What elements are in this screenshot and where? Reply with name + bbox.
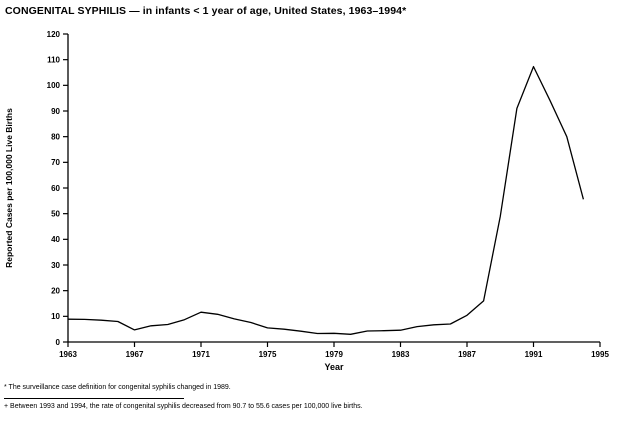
x-tick-label: 1987 xyxy=(458,350,476,359)
line-chart: 0 10 20 30 40 50 60 70 80 90 100 110 120 1963 1967 1971… xyxy=(47,30,610,359)
footnote-rate-decrease: + Between 1993 and 1994, the rate of con… xyxy=(4,403,363,410)
chart-title: CONGENITAL SYPHILIS — in infants < 1 yea… xyxy=(5,5,407,17)
y-tick-label: 100 xyxy=(47,81,61,90)
footnote-separator-line xyxy=(4,398,184,399)
x-tick-label: 1983 xyxy=(392,350,410,359)
y-tick-label: 10 xyxy=(51,312,60,321)
y-tick-label: 60 xyxy=(51,184,60,193)
y-tick-label: 120 xyxy=(47,30,61,39)
data-line xyxy=(67,65,585,335)
x-tick-label: 1967 xyxy=(126,350,144,359)
y-tick-label: 20 xyxy=(51,286,60,295)
y-tick-label: 0 xyxy=(56,338,61,347)
x-tick-label: 1995 xyxy=(591,350,609,359)
y-tick-label: 80 xyxy=(51,132,60,141)
x-tick-label: 1971 xyxy=(192,350,210,359)
footnote-definition-change: * The surveillance case definition for c… xyxy=(4,384,231,391)
x-tick-label: 1963 xyxy=(59,350,77,359)
y-tick-label: 70 xyxy=(51,158,60,167)
x-axis-label: Year xyxy=(324,362,344,372)
y-tick-label: 30 xyxy=(51,261,60,270)
x-tick-label: 1991 xyxy=(525,350,543,359)
x-tick-label: 1979 xyxy=(325,350,343,359)
y-tick-label: 90 xyxy=(51,107,60,116)
y-tick-label: 50 xyxy=(51,209,60,218)
y-tick-label: 40 xyxy=(51,235,60,244)
x-tick-label: 1975 xyxy=(259,350,277,359)
y-tick-label: 110 xyxy=(47,55,60,64)
